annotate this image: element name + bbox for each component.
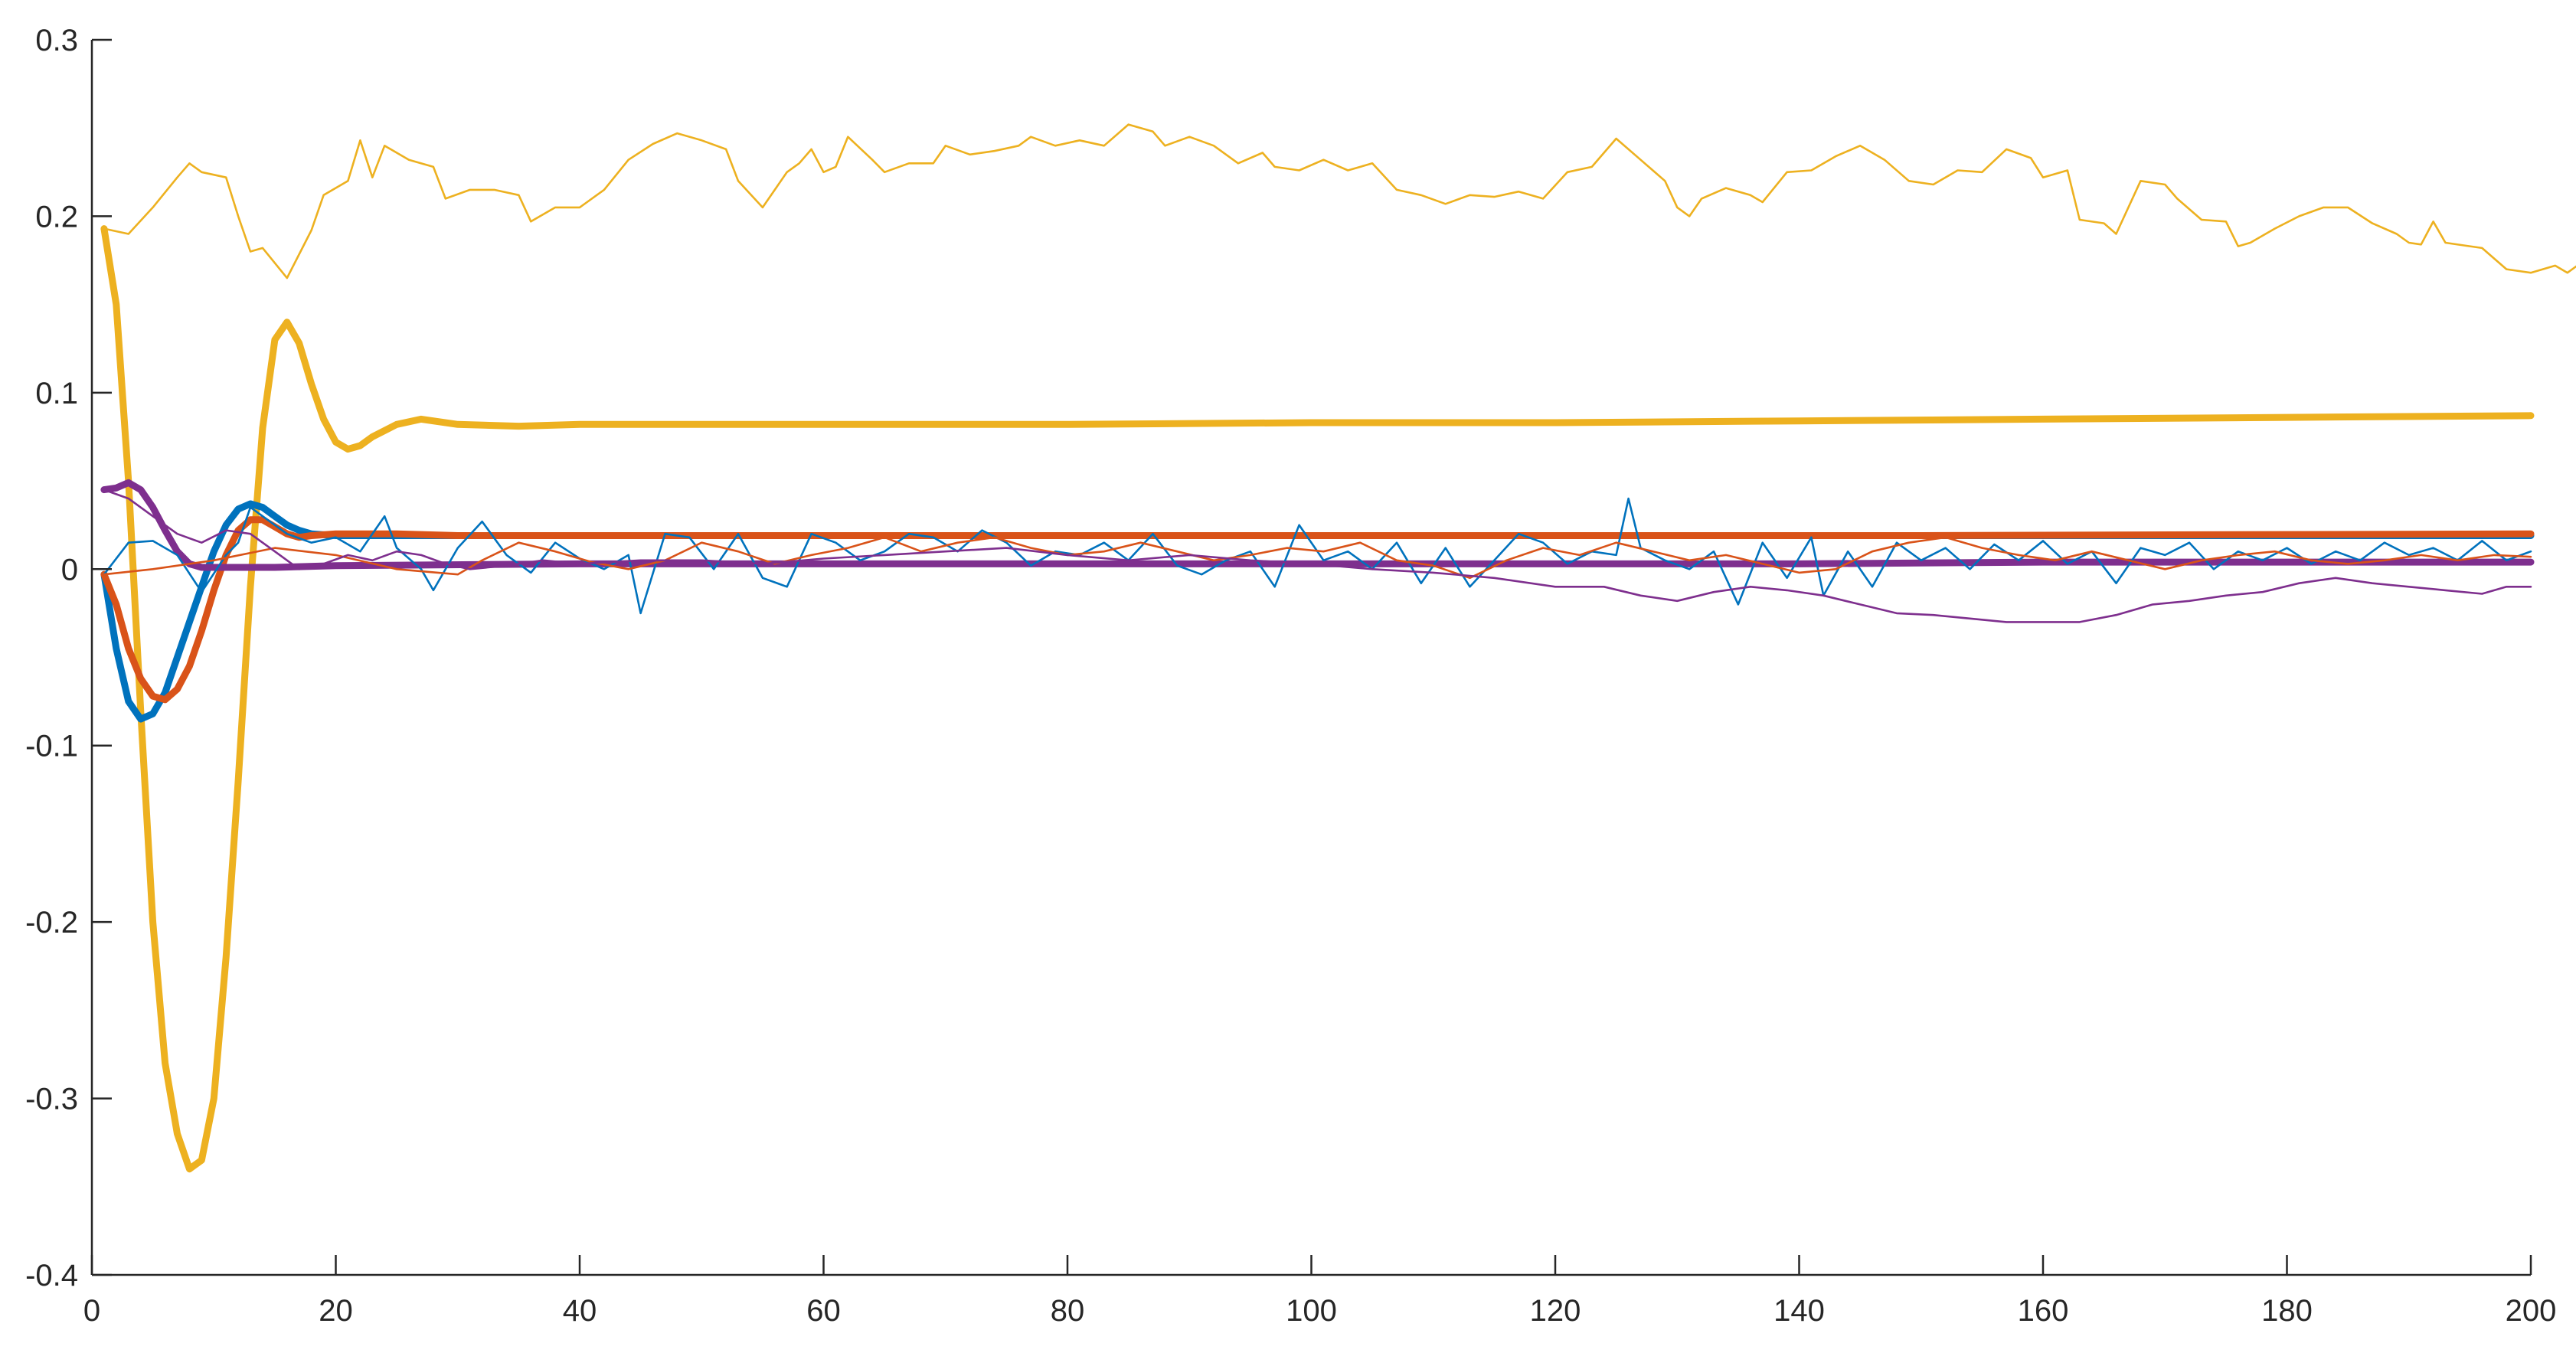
y-tick-label: -0.2 xyxy=(25,906,78,940)
series-line-yellow-thin-0 xyxy=(103,123,2576,279)
x-tick-label: 100 xyxy=(1286,1294,1337,1328)
x-tick-label: 60 xyxy=(806,1294,841,1328)
series-line-orange-thick-3 xyxy=(100,516,2535,704)
x-tick-label: 0 xyxy=(83,1294,100,1328)
y-tick-label: 0.3 xyxy=(35,24,78,57)
series-line-yellow-thick-1 xyxy=(100,225,2535,1173)
y-tick-label: -0.1 xyxy=(25,730,78,763)
series-line-purple-thick-4 xyxy=(100,479,2535,571)
x-tick-label: 40 xyxy=(563,1294,597,1328)
y-tick-label: -0.4 xyxy=(25,1259,78,1292)
y-tick-label: 0 xyxy=(61,553,78,587)
x-tick-label: 140 xyxy=(1773,1294,1825,1328)
series-line-blue-thin-5 xyxy=(103,497,2532,615)
x-tick-label: 120 xyxy=(1530,1294,1581,1328)
y-tick-label: 0.1 xyxy=(35,377,78,410)
x-tick-label: 80 xyxy=(1051,1294,1085,1328)
y-tick-label: -0.3 xyxy=(25,1083,78,1116)
x-tick-label: 200 xyxy=(2506,1294,2557,1328)
x-tick-label: 160 xyxy=(2018,1294,2069,1328)
series-layer xyxy=(100,123,2576,1173)
axes-layer: -0.4 -0.3 -0.2 -0.1 0 0.1 0.2 0.3 0 20 40 60 80 100 12… xyxy=(25,24,2556,1328)
x-tick-label: 20 xyxy=(319,1294,353,1328)
series-line-orange-thin-6 xyxy=(103,536,2532,580)
y-tick-label: 0.2 xyxy=(35,200,78,234)
series-line-purple-thin-7 xyxy=(103,489,2532,623)
x-tick-label: 180 xyxy=(2261,1294,2313,1328)
